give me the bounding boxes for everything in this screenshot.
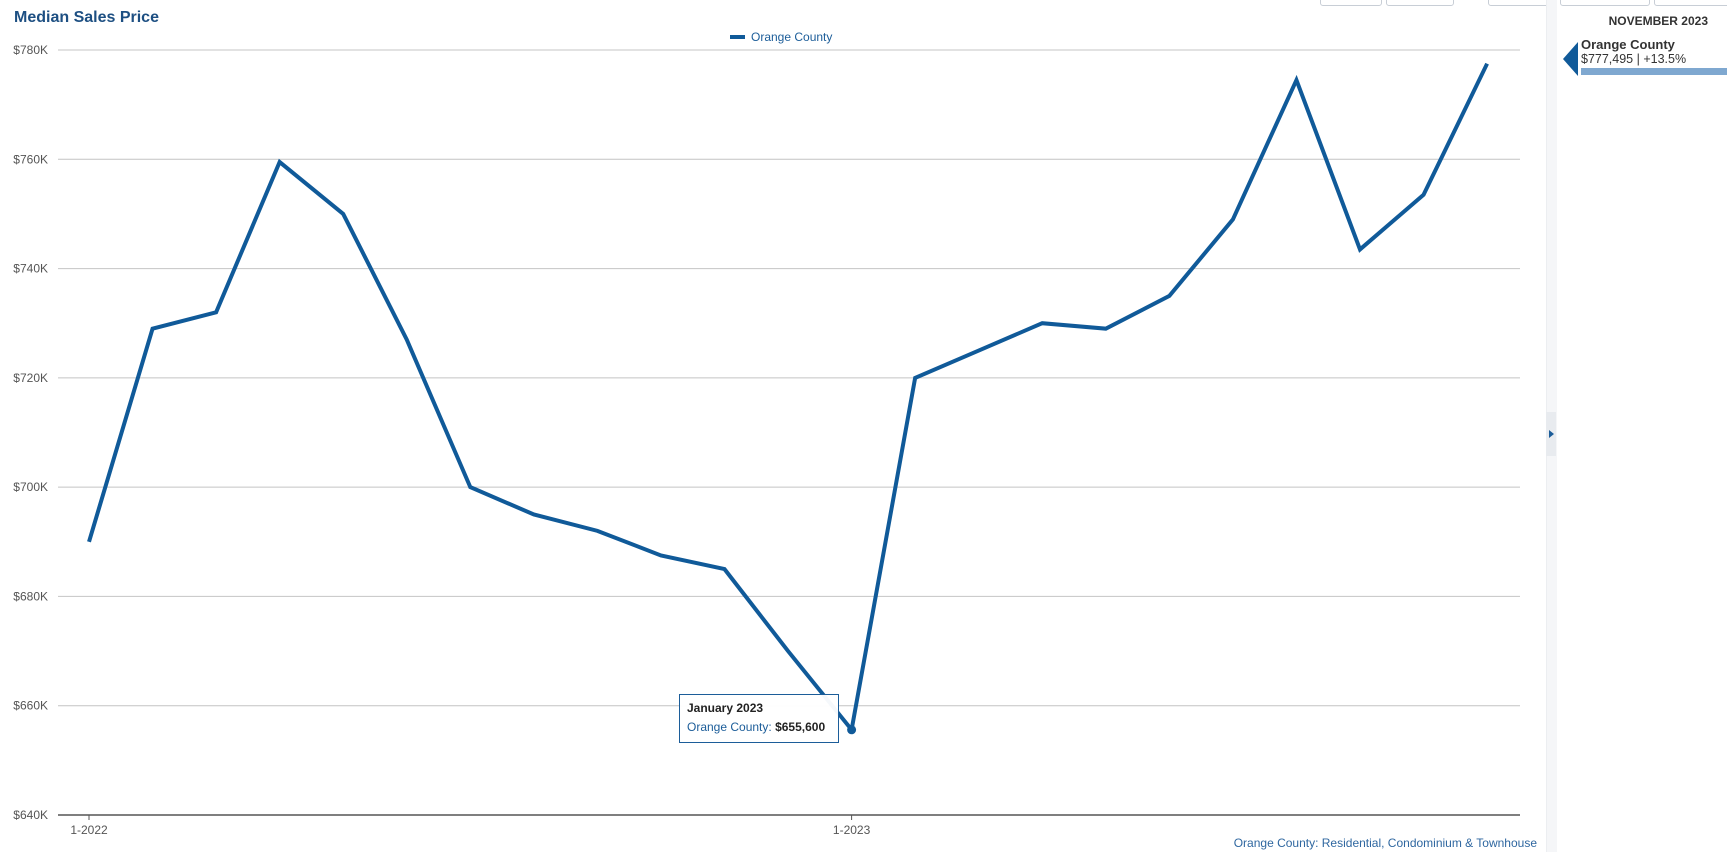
side-panel-value-bar xyxy=(1581,68,1727,75)
tooltip-title: January 2023 xyxy=(687,701,764,715)
y-tick-label: $740K xyxy=(13,262,48,276)
toolbar-button-stub[interactable] xyxy=(1560,0,1650,6)
tooltip-value: $655,600 xyxy=(775,720,826,734)
y-tick-label: $640K xyxy=(13,808,48,822)
y-tick-label: $780K xyxy=(13,43,48,57)
side-panel-value: $777,495 | +13.5% xyxy=(1581,52,1687,66)
side-panel: NOVEMBER 2023 Orange County $777,495 | +… xyxy=(1556,0,1727,852)
y-tick-label: $700K xyxy=(13,480,48,494)
x-tick-label: 1-2022 xyxy=(70,823,108,837)
side-panel-toggle[interactable] xyxy=(1546,412,1556,456)
grid-lines xyxy=(58,49,1520,707)
toolbar-button-stub[interactable] xyxy=(1320,0,1382,6)
hover-tooltip: January 2023 Orange County: $655,600 xyxy=(679,694,839,743)
chart-legend[interactable]: Orange County xyxy=(730,30,832,44)
axes: $640K $660K $680K $700K $720K $740K $760K $780K… xyxy=(13,43,1520,837)
side-panel-date: NOVEMBER 2023 xyxy=(1608,14,1708,28)
chevron-right-icon xyxy=(1548,430,1554,438)
y-tick-label: $760K xyxy=(13,152,48,166)
y-tick-label: $720K xyxy=(13,371,48,385)
toolbar-button-stub[interactable] xyxy=(1386,0,1454,6)
line-chart: $640K $660K $680K $700K $720K $740K $760K $780K… xyxy=(13,43,1520,837)
hovered-data-point xyxy=(847,725,857,735)
pointer-marker-icon xyxy=(1563,42,1578,76)
series-orange-county xyxy=(87,62,1489,735)
y-tick-label: $660K xyxy=(13,699,48,713)
x-tick-label: 1-2023 xyxy=(833,823,871,837)
series-line xyxy=(87,62,1489,735)
tooltip-series-label: Orange County: xyxy=(687,720,772,734)
chart-footnote: Orange County: Residential, Condominium … xyxy=(1233,836,1537,850)
legend-swatch xyxy=(730,35,745,39)
legend-label: Orange County xyxy=(751,30,833,44)
toolbar-button-stub[interactable] xyxy=(1654,0,1727,6)
y-tick-label: $680K xyxy=(13,589,48,603)
side-panel-series-name: Orange County xyxy=(1581,37,1675,52)
chart-title: Median Sales Price xyxy=(14,9,159,26)
